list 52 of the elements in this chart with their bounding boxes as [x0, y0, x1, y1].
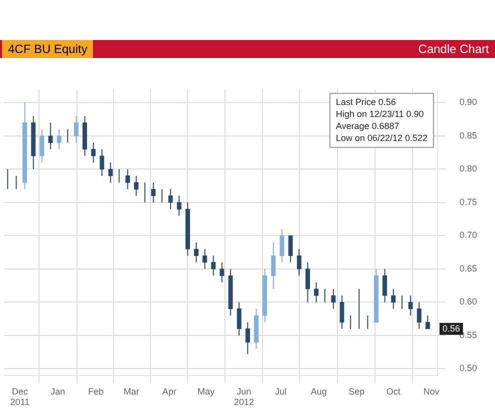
candlestick: [176, 195, 182, 216]
x-tick-label: Jan: [50, 386, 66, 396]
candlestick: [168, 188, 173, 210]
candlestick: [340, 295, 344, 330]
chart-title: Candle Chart: [418, 41, 489, 58]
candlestick: [382, 268, 388, 303]
candlestick: [416, 302, 422, 330]
candlestick: [194, 242, 199, 263]
candlestick: [236, 302, 242, 336]
candlestick: [408, 295, 413, 316]
candlestick: [108, 162, 113, 184]
candlestick: [296, 248, 302, 276]
candlestick: [56, 128, 62, 150]
x-tick-label: May: [198, 386, 216, 396]
annotation: High on 12/23/11 0.90: [336, 108, 424, 119]
x-tick-label: Jun 2012: [234, 386, 254, 408]
chart-subtitle: 4CF BU Equity: [2, 40, 94, 58]
annotation: Last Price 0.56: [336, 96, 396, 107]
candlestick: [74, 116, 79, 144]
candlestick: [288, 235, 293, 263]
candlestick: [220, 262, 224, 283]
x-tick-label: Sep: [348, 386, 365, 396]
candlestick: [271, 242, 276, 290]
x-tick-label: Nov: [423, 386, 440, 396]
x-tick-label: Jul: [274, 386, 286, 396]
candlestick: [48, 122, 53, 150]
candlestick: [211, 255, 216, 276]
candlestick: [40, 128, 44, 164]
candlestick: [280, 228, 284, 263]
candlestick: [125, 168, 130, 190]
candlestick: [134, 175, 139, 196]
y-tick-label: 0.65: [459, 263, 478, 274]
y-tick-label: 0.75: [459, 196, 478, 207]
x-tick-label: Feb: [88, 386, 104, 396]
annotation: Low on 06/22/12 0.522: [336, 132, 428, 143]
x-tick-label: Dec 2011: [10, 386, 30, 408]
candlestick: [100, 148, 104, 176]
y-tick-label: 0.90: [459, 97, 478, 108]
candlestick: [314, 282, 319, 303]
candlestick: [305, 262, 310, 303]
annotation: Average 0.6887: [336, 120, 400, 131]
x-tick-label: Mar: [124, 386, 140, 396]
y-tick-label: 0.70: [459, 230, 478, 240]
x-tick-label: Aug: [310, 386, 327, 396]
candlestick: [245, 322, 250, 355]
annotation: 0.56: [442, 323, 460, 334]
x-tick-label: Oct: [386, 386, 401, 396]
x-tick-label: Apr: [162, 386, 176, 396]
y-tick-label: 0.60: [459, 296, 478, 307]
y-tick-label: 0.50: [459, 363, 478, 374]
y-tick-label: 0.85: [459, 130, 478, 140]
y-tick-label: 0.80: [459, 164, 478, 174]
